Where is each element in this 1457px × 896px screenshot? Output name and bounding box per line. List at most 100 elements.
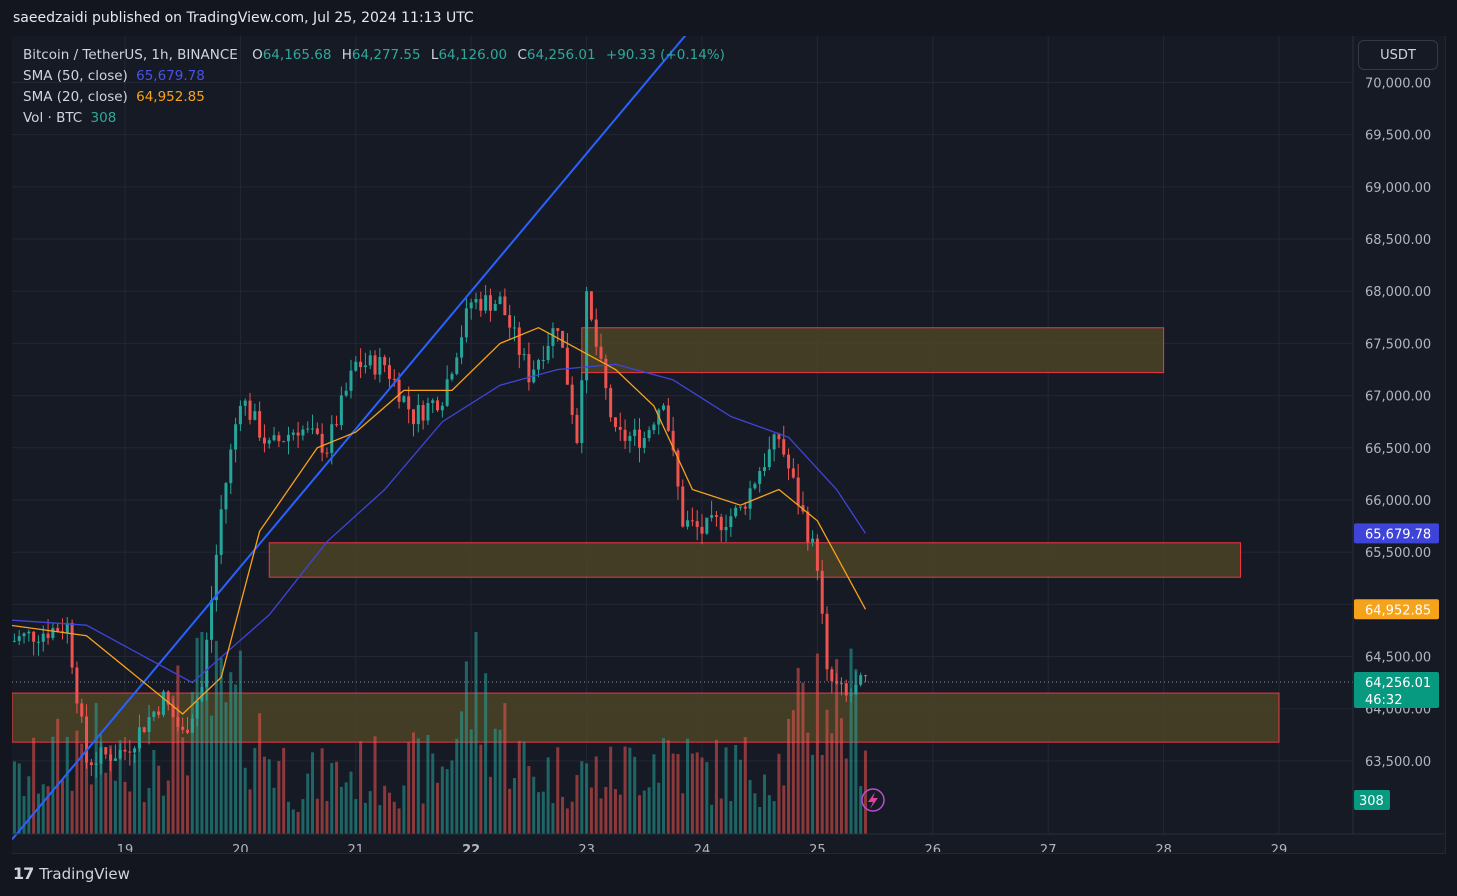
volume-bar — [210, 715, 214, 834]
candle-body — [344, 390, 348, 396]
symbol-title[interactable]: Bitcoin / TetherUS, 1h, BINANCE — [23, 47, 238, 63]
candle-body — [65, 622, 69, 633]
time-tick-label: 22 — [462, 843, 480, 852]
candle-body — [161, 691, 165, 715]
volume-bar — [546, 757, 550, 834]
candle-body — [479, 298, 483, 311]
candle-body — [541, 360, 545, 362]
time-tick-label: 26 — [925, 843, 942, 852]
volume-bar — [296, 812, 300, 834]
candle-body — [787, 454, 791, 469]
zone-1 — [12, 692, 1280, 743]
candle-body — [469, 302, 473, 309]
sma50-label: SMA (50, close) — [23, 68, 128, 84]
candle-body — [267, 440, 271, 444]
volume-bar — [580, 761, 584, 834]
volume-bar — [503, 703, 507, 834]
volume-bar — [609, 746, 613, 834]
volume-bar — [267, 759, 271, 834]
time-tick-label: 25 — [809, 843, 826, 852]
candle-body — [815, 538, 819, 571]
candle-body — [585, 291, 589, 381]
time-tick-label: 28 — [1155, 843, 1172, 852]
volume-bar — [22, 796, 26, 834]
candle-body — [56, 628, 60, 632]
chart-legend: Bitcoin / TetherUS, 1h, BINANCE O64,165.… — [23, 45, 725, 129]
candle-body — [830, 669, 834, 682]
volume-row[interactable]: Vol · BTC 308 — [23, 108, 725, 129]
candle-body — [724, 526, 728, 531]
volume-bar — [118, 740, 122, 834]
volume-bar — [402, 785, 406, 834]
candle-body — [537, 360, 541, 370]
candle-body — [767, 449, 771, 468]
candle-body — [262, 437, 266, 444]
volume-bar — [186, 775, 190, 834]
candle-body — [166, 691, 170, 705]
volume-bar — [585, 763, 589, 834]
candle-body — [445, 379, 449, 406]
price-tick-label: 69,000.00 — [1365, 181, 1431, 196]
last-price-badge-bg — [1354, 672, 1439, 709]
volume-bar — [743, 737, 747, 834]
volume-bar — [109, 745, 113, 834]
candle-body — [272, 435, 276, 441]
volume-bar — [763, 774, 767, 834]
candle-body — [248, 400, 252, 420]
volume-bar — [315, 798, 319, 834]
time-tick-label: 19 — [117, 843, 134, 852]
zone-3 — [581, 327, 1165, 374]
volume-bar — [137, 736, 141, 834]
volume-bar — [133, 754, 137, 834]
volume-bar — [551, 803, 555, 834]
volume-bar — [320, 748, 324, 834]
volume-bar — [686, 738, 690, 834]
candle-body — [820, 570, 824, 614]
candle-body — [652, 424, 656, 431]
price-tick-label: 66,000.00 — [1365, 494, 1431, 509]
volume-bar — [527, 766, 531, 834]
candle-body — [200, 687, 204, 701]
volume-bar — [147, 788, 151, 834]
volume-bar — [594, 756, 598, 834]
low-value: 64,126.00 — [438, 47, 508, 63]
volume-bar — [565, 808, 569, 834]
candle-body — [421, 404, 425, 421]
candle-body — [234, 424, 238, 450]
candle-body — [811, 538, 815, 543]
candle-body — [412, 409, 415, 425]
time-tick-label: 21 — [348, 843, 365, 852]
candle-body — [772, 434, 776, 450]
volume-bar — [859, 786, 863, 834]
sma50-line — [12, 363, 867, 684]
candle-body — [205, 639, 209, 688]
candle-body — [416, 404, 420, 425]
candle-body — [94, 763, 98, 766]
volume-bar — [195, 637, 199, 834]
lightning-icon-bolt — [868, 792, 878, 809]
candle-body — [464, 308, 468, 338]
volume-bar — [806, 732, 810, 834]
volume-bar — [484, 673, 488, 834]
time-tick-label: 23 — [578, 843, 595, 852]
volume-bar — [36, 793, 40, 834]
candle-body — [210, 600, 214, 640]
candle-body — [315, 428, 319, 434]
volume-bar — [412, 732, 415, 834]
sma50-row[interactable]: SMA (50, close) 65,679.78 — [23, 66, 725, 87]
currency-button[interactable]: USDT — [1358, 40, 1438, 70]
volume-bar — [690, 753, 694, 834]
volume-bar — [657, 782, 661, 834]
candle-body — [825, 613, 829, 670]
volume-bar — [618, 794, 622, 834]
price-chart[interactable]: 63,500.0064,000.0064,500.0065,000.0065,5… — [12, 36, 1444, 852]
price-tick-label: 65,500.00 — [1365, 546, 1431, 561]
volume-bar — [113, 780, 117, 834]
sma20-badge-bg — [1354, 599, 1439, 620]
volume-bar — [719, 798, 723, 834]
candle-body — [460, 337, 464, 358]
volume-bar — [561, 796, 565, 834]
price-tick-label: 63,500.00 — [1365, 755, 1431, 770]
sma20-row[interactable]: SMA (20, close) 64,952.85 — [23, 87, 725, 108]
volume-bar — [272, 787, 276, 834]
